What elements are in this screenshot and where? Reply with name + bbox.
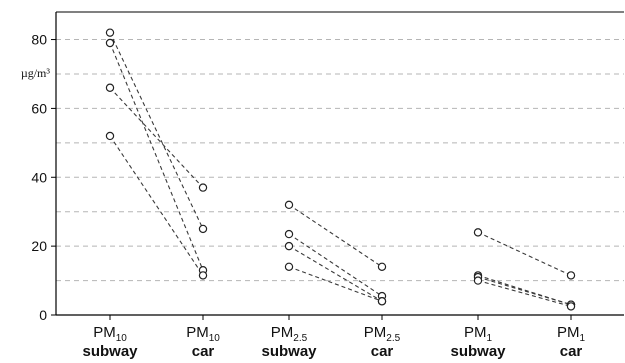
pair-line	[109, 87, 204, 188]
subway-point	[284, 229, 294, 239]
axis-labels: 020406080µg/m³PM10subwayPM10carPM2.5subw…	[21, 32, 586, 360]
pair-line	[288, 245, 383, 302]
x-category-sublabel: subway	[82, 343, 138, 360]
subway-point	[473, 228, 483, 237]
x-category-sublabel: car	[371, 343, 394, 360]
pair-line	[477, 276, 572, 306]
subway-point	[284, 241, 294, 251]
pair-line	[109, 135, 204, 276]
x-category-label: PM10	[93, 324, 127, 344]
subway-point	[105, 83, 115, 92]
axes	[51, 11, 624, 320]
y-tick-label: 0	[39, 307, 47, 323]
x-category-sublabel: car	[560, 343, 583, 360]
car-point	[198, 183, 208, 192]
car-point	[377, 297, 387, 306]
grid-lines	[56, 39, 624, 282]
pair-line	[288, 233, 383, 297]
subway-point	[105, 131, 115, 141]
y-tick-label: 40	[31, 169, 47, 185]
x-category-sublabel: car	[192, 343, 215, 360]
y-tick-label: 20	[31, 238, 47, 254]
y-tick-label: 60	[31, 100, 47, 116]
car-point	[566, 271, 576, 280]
x-category-label: PM10	[186, 324, 220, 344]
x-category-label: PM1	[464, 324, 493, 344]
car-point	[377, 262, 387, 271]
subway-point	[105, 28, 115, 37]
x-category-label: PM1	[557, 324, 586, 344]
car-point	[198, 224, 208, 234]
pair-line	[288, 266, 383, 302]
pair-line	[477, 274, 572, 306]
car-point	[566, 302, 576, 311]
pair-line	[477, 280, 572, 307]
pair-line	[288, 204, 383, 268]
x-category-sublabel: subway	[261, 343, 317, 360]
pair-line	[109, 32, 204, 230]
pair-line	[477, 231, 572, 276]
pair-lines	[109, 32, 572, 307]
x-category-label: PM2.5	[364, 324, 401, 344]
x-category-label: PM2.5	[271, 324, 308, 344]
y-tick-label: 80	[31, 32, 47, 48]
subway-point	[105, 38, 115, 48]
car-point	[198, 271, 208, 280]
y-axis-unit-label: µg/m³	[21, 66, 51, 80]
x-category-sublabel: subway	[450, 343, 506, 360]
subway-point	[284, 262, 294, 271]
pair-line	[109, 42, 204, 271]
data-points	[105, 28, 576, 311]
subway-point	[284, 200, 294, 210]
subway-point	[473, 276, 483, 285]
